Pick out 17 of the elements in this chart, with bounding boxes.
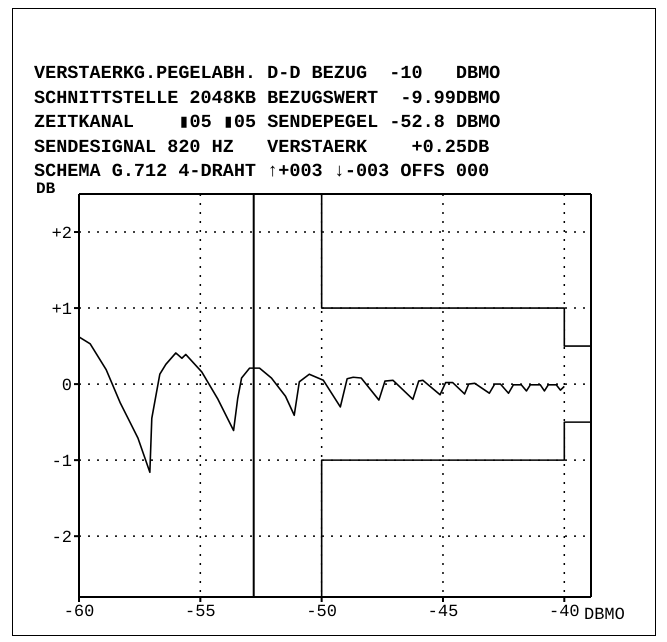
x-tick-label: -40: [549, 603, 580, 622]
y-tick-label: +1: [52, 301, 72, 320]
x-tick-label: -50: [306, 603, 337, 622]
y-tick-label: -1: [52, 453, 72, 472]
y-tick-label: -2: [52, 529, 72, 548]
x-tick-label: -55: [185, 603, 216, 622]
y-tick-label: 0: [62, 377, 72, 396]
text: SCHEMA G.712 4-DRAHT ↑+003 ↓-003 OFFS 000: [34, 160, 490, 182]
text: VERSTAERKG.PEGELABH. D-D BEZUG -10 DBMO: [34, 62, 500, 86]
text: ZEITKANAL ▮05 ▮05 SENDEPEGEL -52.8 DBMO: [34, 111, 500, 135]
y-axis-title: DB: [36, 180, 56, 198]
x-tick-label: -45: [428, 603, 458, 622]
text: SENDESIGNAL 820 HZ VERSTAERK +0.25DB: [34, 136, 490, 160]
text: SCHNITTSTELLE 2048KB BEZUGSWERT -9.99DBMO: [34, 86, 500, 110]
x-axis-title: DBMO: [584, 606, 625, 625]
y-tick-label: +2: [52, 225, 72, 244]
x-tick-label: -60: [64, 603, 94, 622]
